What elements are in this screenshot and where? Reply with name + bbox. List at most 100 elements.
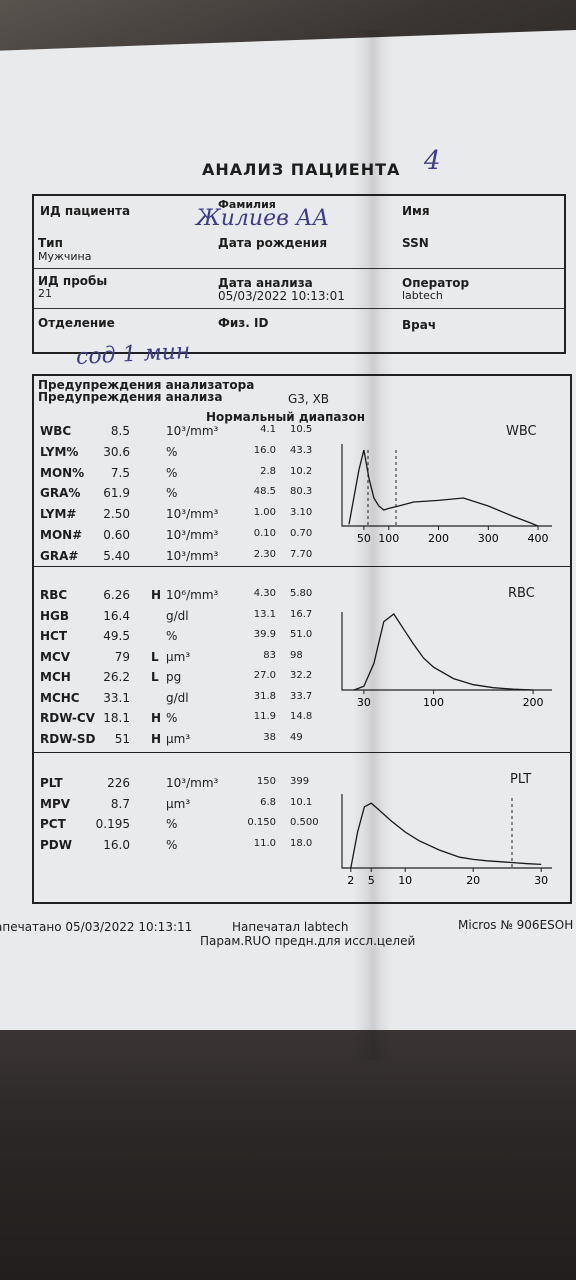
parameter-unit: 10³/mm³ (166, 548, 219, 563)
parameter-unit: % (166, 711, 178, 725)
parameter-value: 18.1 (103, 711, 130, 725)
parameter-value: 6.26 (103, 588, 130, 602)
parameter-name: PLT (40, 776, 63, 790)
analysis-date-value: 05/03/2022 10:13:01 (218, 289, 345, 303)
parameter-value: 8.7 (110, 796, 130, 811)
plt-histogram: 2 5 10 20 30 (341, 794, 552, 887)
range-low: 6.8 (260, 796, 276, 808)
result-row: PDW 16.0% 11.0 18.0 (0, 838, 576, 858)
result-row: RDW-CV 18.1 H% 11.9 14.8 (0, 711, 576, 731)
parameter-name: MPV (40, 796, 71, 811)
range-low: 11.9 (253, 711, 276, 722)
parameter-value: 2.50 (103, 507, 130, 522)
parameter-value: 51 (114, 731, 130, 746)
histogram-tick-label: 50 (357, 532, 371, 545)
parameter-unit: µm³ (166, 649, 191, 664)
range-low: 1.00 (253, 507, 276, 519)
histogram-curve (350, 802, 542, 869)
histogram-tick-label: 100 (378, 532, 399, 545)
histogram-axis (341, 794, 552, 869)
range-high: 10.5 (290, 424, 313, 435)
result-row: MPV 8.7 µm³ 6.8 10.1 (0, 797, 576, 817)
histogram-tick-label: 200 (523, 696, 544, 709)
parameter-unit: g/dl (166, 690, 189, 705)
range-low: 0.150 (247, 817, 276, 828)
range-high: 18.0 (290, 837, 313, 849)
parameter-value: 0.195 (95, 817, 130, 831)
name-label: Имя (402, 204, 430, 218)
range-low: 38 (263, 731, 276, 743)
histogram-axis (341, 444, 552, 527)
result-row: MCHC 33.1 g/dl 31.8 33.7 (0, 691, 576, 711)
printed-timestamp: Напечатано 05/03/2022 10:13:11 (0, 920, 193, 934)
parameter-name: PCT (40, 817, 66, 831)
result-row: GRA# 5.40 10³/mm³ 2.30 7.70 (0, 549, 576, 569)
background-bottom (0, 1030, 576, 1280)
range-high: 10.2 (290, 465, 313, 477)
parameter-unit: % (166, 837, 178, 852)
range-low: 2.30 (253, 548, 276, 560)
rbc-histogram: 30 100 200 (341, 612, 552, 709)
range-high: 43.3 (290, 444, 313, 456)
range-high: 399 (290, 776, 310, 787)
dob-label: Дата рождения (218, 236, 328, 250)
parameter-unit: g/dl (166, 608, 189, 623)
surname-label: Фамилия (218, 198, 276, 211)
section-divider-rbc (34, 566, 570, 567)
parameter-name: WBC (40, 424, 72, 438)
result-row: MON# 0.60 10³/mm³ 0.10 0.70 (0, 528, 576, 548)
surname-handwritten: Жилиев АА (196, 206, 330, 231)
parameter-name: LYM# (40, 507, 77, 522)
range-high: 3.10 (290, 507, 313, 519)
operator-label: Оператор (402, 276, 470, 290)
printed-by: Напечатал labtech (232, 920, 349, 934)
parameter-value: 16.4 (103, 608, 130, 623)
result-row: HGB 16.4 g/dl 13.1 16.7 (0, 609, 576, 629)
range-low: 39.9 (253, 629, 276, 640)
result-row: LYM% 30.6% 16.0 43.3 (0, 445, 576, 465)
section-divider-plt (34, 752, 570, 753)
parameter-unit: % (166, 817, 178, 831)
histogram-curve (353, 613, 534, 691)
plt-histogram-title: PLT (510, 772, 532, 787)
result-row: GRA% 61.9% 48.5 80.3 (0, 486, 576, 506)
range-high: 98 (290, 649, 303, 661)
ssn-label: SSN (402, 236, 429, 250)
parameter-name: MCHC (40, 690, 80, 705)
histogram-tick-label: 300 (478, 532, 499, 545)
range-high: 14.8 (290, 711, 313, 722)
parameter-name: MON% (40, 465, 85, 480)
type-value: Мужчина (38, 250, 92, 263)
device-id: Micros № 906ESOH (458, 918, 574, 932)
header-divider (34, 308, 564, 309)
parameter-unit: pg (166, 670, 182, 684)
parameter-unit: % (166, 486, 178, 501)
range-low: 150 (256, 776, 276, 787)
histogram-tick-label: 5 (368, 874, 375, 887)
parameter-flag: L (151, 649, 159, 664)
parameter-value: 8.5 (110, 424, 130, 438)
histogram-tick-label: 10 (398, 874, 412, 887)
range-low: 27.0 (253, 670, 276, 681)
histogram-tick-label: 20 (466, 874, 480, 887)
parameter-name: MON# (40, 528, 83, 542)
range-high: 80.3 (290, 486, 313, 498)
histogram-tick-label: 30 (357, 696, 371, 709)
parameter-flag: L (151, 670, 159, 684)
histogram-tick-label: 100 (423, 696, 444, 709)
parameter-name: HGB (40, 608, 70, 623)
result-row: MON% 7.5% 2.8 10.2 (0, 466, 576, 486)
parameter-value: 26.2 (103, 670, 130, 684)
parameter-unit: 10³/mm³ (166, 424, 219, 438)
parameter-value: 5.40 (103, 548, 130, 563)
parameter-name: GRA# (40, 548, 79, 563)
parameter-value: 226 (107, 776, 130, 790)
result-row: PCT 0.195% 0.150 0.500 (0, 817, 576, 837)
range-low: 4.30 (253, 588, 276, 599)
parameter-value: 16.0 (103, 837, 130, 852)
params-note: Парам.RUO предн.для иссл.целей (200, 934, 416, 948)
parameter-name: RDW-CV (40, 711, 95, 725)
parameter-name: RDW-SD (40, 731, 96, 746)
range-low: 11.0 (253, 837, 276, 849)
